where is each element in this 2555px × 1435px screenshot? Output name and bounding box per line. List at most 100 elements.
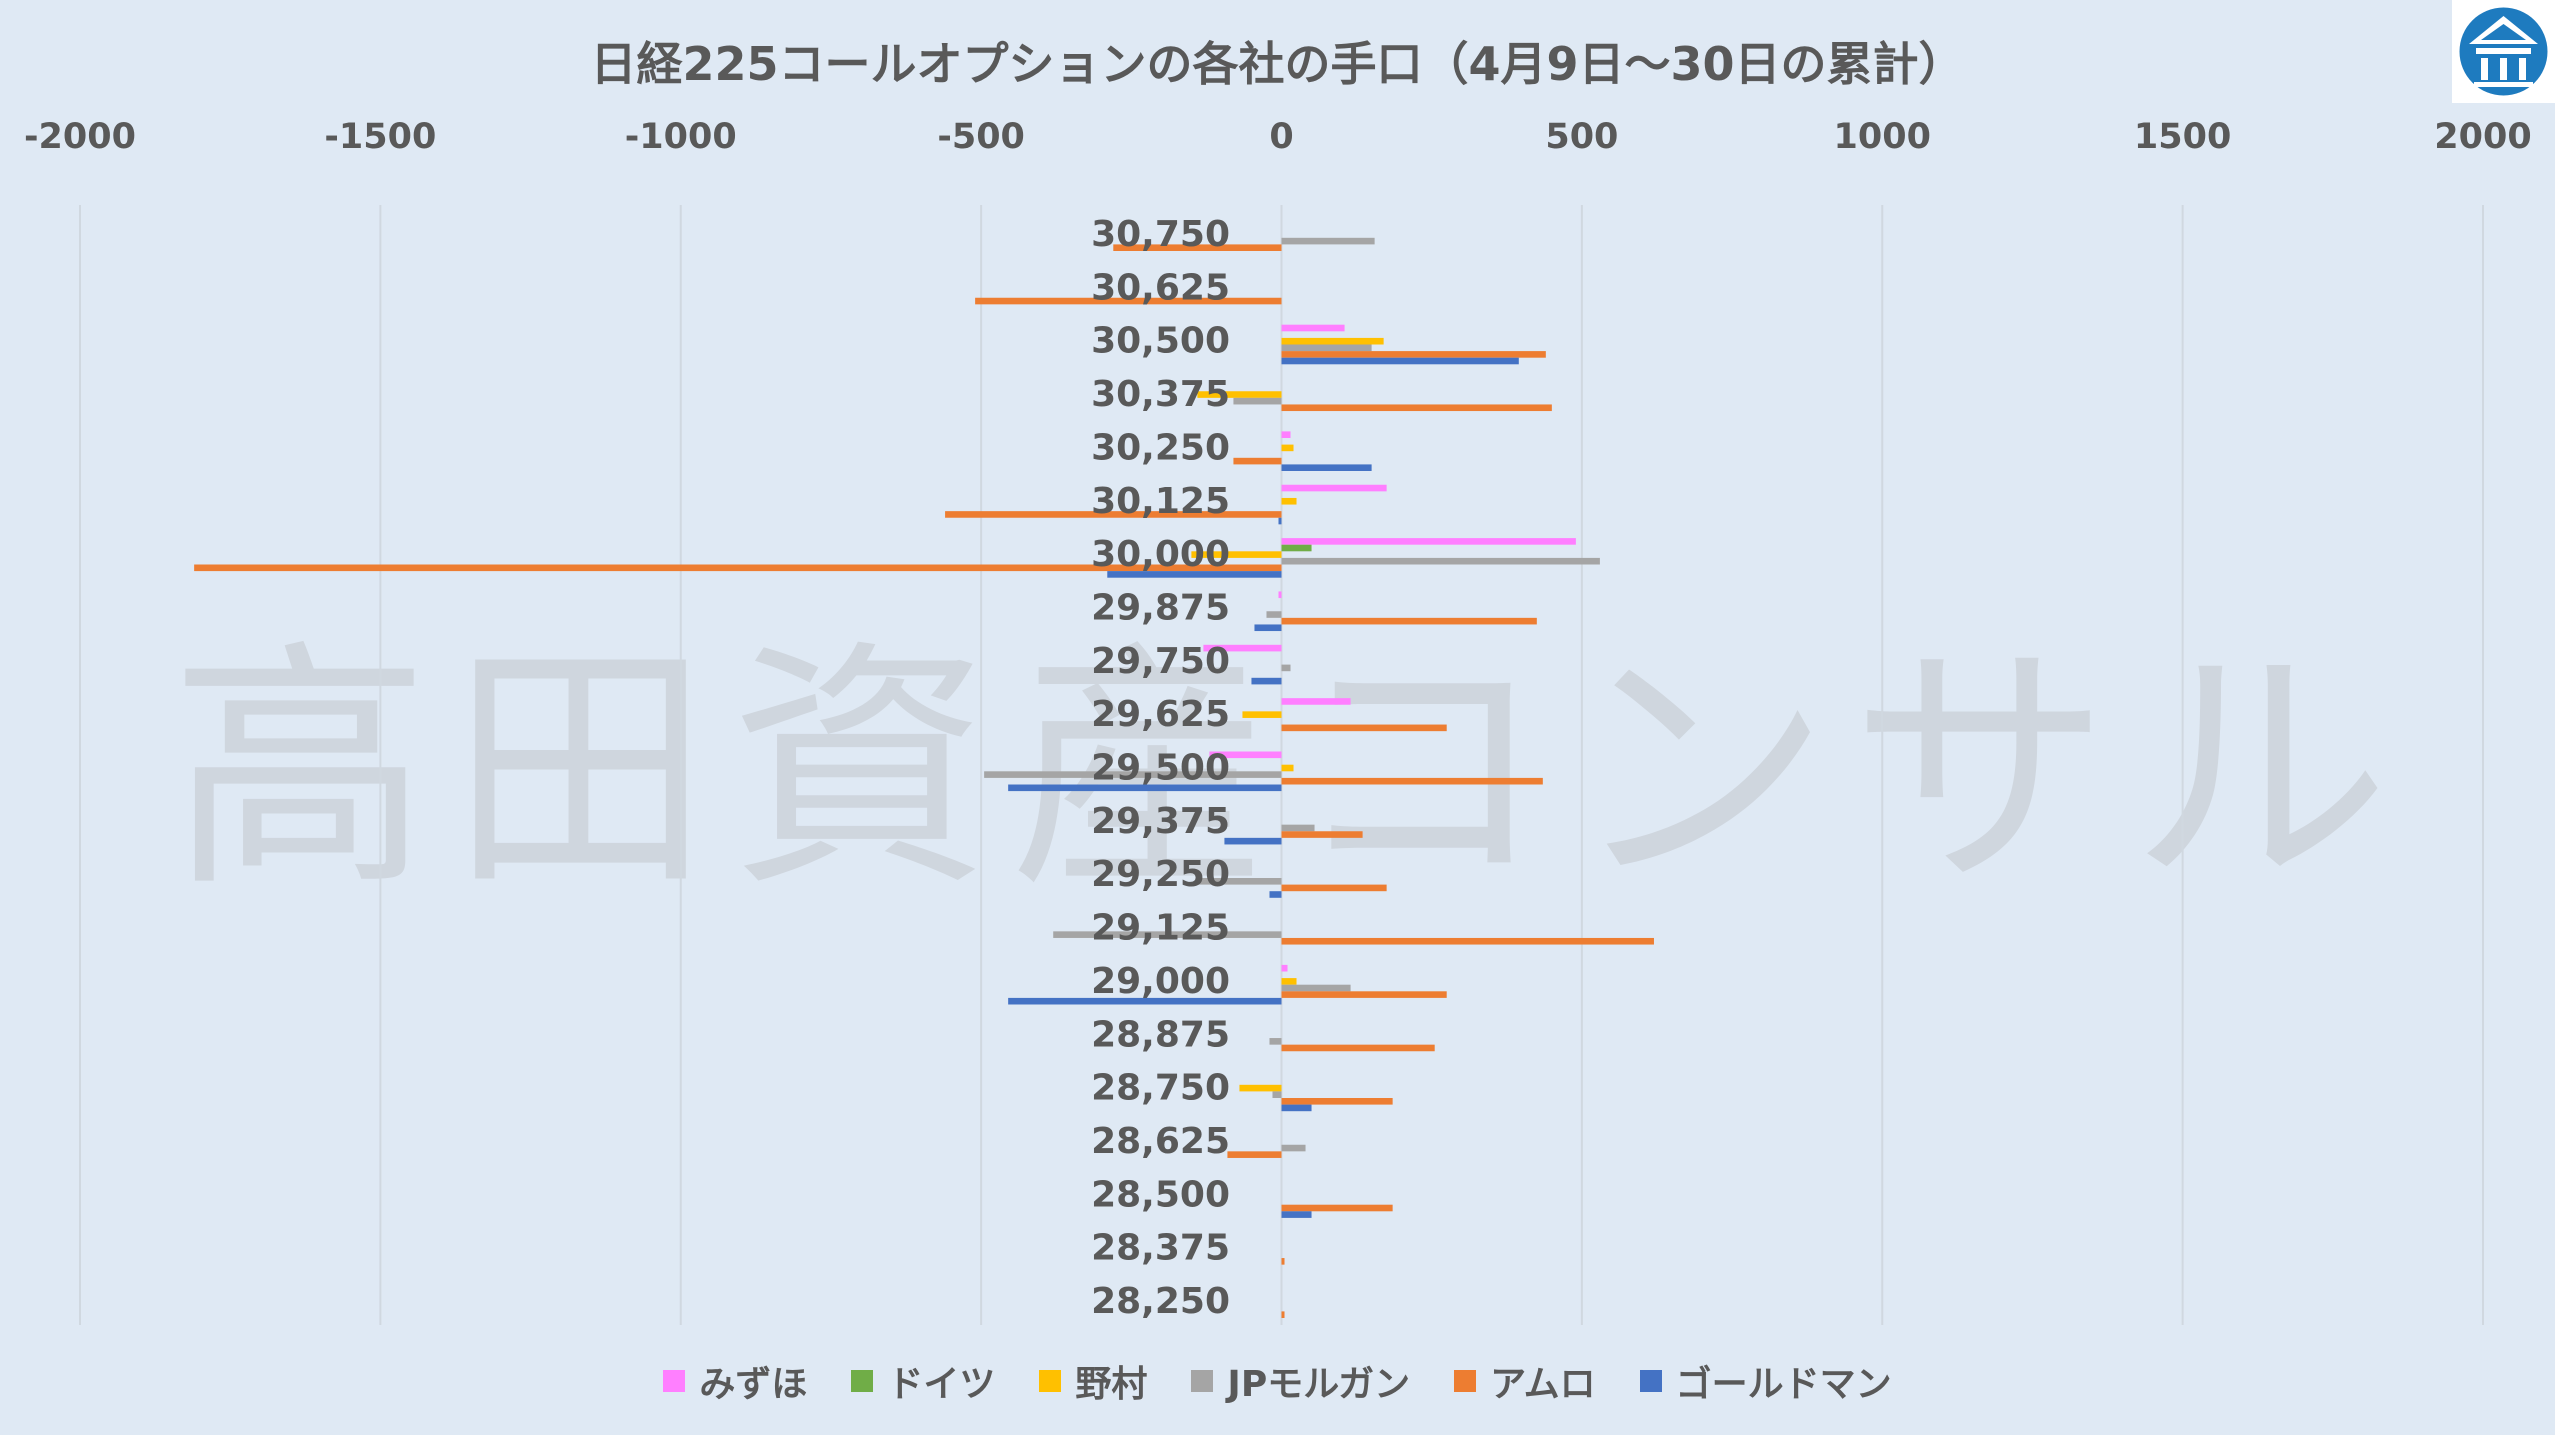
x-tick-label: -1500 — [324, 117, 436, 157]
legend-swatch — [1454, 1370, 1477, 1392]
bar-アムロ-29,125 — [1281, 937, 1654, 945]
bar-ゴールドマン-29,500 — [1008, 784, 1282, 792]
bar-アムロ-30,250 — [1233, 457, 1282, 465]
y-category-label: 30,375 — [1091, 374, 1230, 415]
bar-野村-30,500 — [1281, 337, 1384, 345]
bar-アムロ-28,250 — [1281, 1311, 1285, 1318]
y-category-label: 28,625 — [1091, 1121, 1230, 1162]
bar-アムロ-28,625 — [1227, 1151, 1282, 1158]
y-category-label: 28,875 — [1091, 1014, 1230, 1055]
legend-item: アムロ — [1454, 1355, 1596, 1407]
bar-JPモルガン-29,000 — [1281, 984, 1351, 992]
bar-JPモルガン-30,500 — [1281, 344, 1372, 352]
legend: みずほ ドイツ 野村 JPモルガン アムロ ゴールドマン — [0, 1355, 2555, 1407]
bar-野村-30,000 — [1191, 551, 1282, 558]
bar-みずほ-30,250 — [1281, 431, 1291, 438]
x-tick-label: -500 — [937, 117, 1025, 157]
x-tick-label: 500 — [1545, 117, 1618, 157]
legend-swatch — [1639, 1370, 1662, 1392]
bar-野村-29,625 — [1242, 711, 1282, 718]
y-category-label: 29,500 — [1091, 748, 1230, 789]
bar-アムロ-28,750 — [1281, 1098, 1393, 1105]
legend-label: 野村 — [1075, 1364, 1148, 1405]
bar-アムロ-29,250 — [1281, 884, 1387, 892]
legend-item: JPモルガン — [1191, 1355, 1410, 1407]
bar-アムロ-30,625 — [975, 297, 1282, 305]
bar-ゴールドマン-29,750 — [1251, 677, 1282, 685]
legend-swatch — [663, 1370, 686, 1392]
bar-ゴールドマン-29,000 — [1008, 997, 1282, 1005]
bar-JPモルガン-28,875 — [1269, 1038, 1282, 1045]
legend-item: みずほ — [663, 1355, 807, 1407]
bar-野村-30,375 — [1197, 391, 1282, 398]
bar-アムロ-29,875 — [1281, 617, 1537, 625]
bar-JPモルガン-29,875 — [1266, 611, 1282, 618]
legend-label: ドイツ — [887, 1364, 996, 1405]
legend-swatch — [1039, 1370, 1062, 1392]
bar-JPモルガン-28,625 — [1281, 1144, 1306, 1152]
legend-swatch — [851, 1370, 874, 1392]
bar-JPモルガン-29,125 — [1053, 931, 1282, 938]
x-tick-label: -1000 — [625, 117, 737, 157]
bar-みずほ-30,500 — [1281, 324, 1345, 332]
bar-アムロ-29,500 — [1281, 777, 1543, 785]
bar-JPモルガン-30,750 — [1281, 237, 1375, 245]
y-category-label: 29,125 — [1091, 908, 1230, 949]
bar-アムロ-29,000 — [1281, 991, 1447, 998]
y-category-label: 30,250 — [1091, 427, 1230, 468]
bar-アムロ-30,375 — [1281, 404, 1552, 412]
bar-JPモルガン-30,000 — [1281, 557, 1600, 565]
bar-アムロ-30,000 — [194, 564, 1282, 572]
takada-logo-icon — [2452, 0, 2555, 103]
bar-ゴールドマン-29,250 — [1269, 891, 1282, 898]
y-category-label: 30,125 — [1091, 481, 1230, 522]
bar-アムロ-29,375 — [1281, 831, 1363, 838]
bar-ゴールドマン-29,875 — [1254, 624, 1282, 632]
y-category-label: 29,750 — [1091, 641, 1230, 682]
x-tick-label: 1000 — [1834, 117, 1931, 157]
bar-アムロ-28,875 — [1281, 1044, 1435, 1052]
bar-ゴールドマン-29,375 — [1224, 837, 1282, 845]
bar-JPモルガン-29,750 — [1281, 664, 1291, 672]
y-category-label: 29,875 — [1091, 587, 1230, 628]
bar-JPモルガン-29,500 — [984, 771, 1282, 778]
y-category-label: 30,625 — [1091, 267, 1230, 308]
bar-ゴールドマン-30,125 — [1278, 517, 1282, 525]
legend-label: みずほ — [699, 1364, 808, 1405]
bar-みずほ-29,750 — [1203, 644, 1282, 652]
x-tick-label: 2000 — [2434, 117, 2531, 157]
bar-アムロ-30,500 — [1281, 351, 1546, 358]
bar-アムロ-30,750 — [1113, 244, 1282, 251]
bar-野村-29,000 — [1281, 978, 1297, 985]
bar-ゴールドマン-30,500 — [1281, 357, 1519, 365]
bar-ゴールドマン-30,250 — [1281, 464, 1372, 471]
bar-ゴールドマン-28,750 — [1281, 1104, 1312, 1112]
legend-item: ゴールドマン — [1639, 1355, 1892, 1407]
y-category-label: 30,750 — [1091, 214, 1230, 255]
y-category-label: 29,375 — [1091, 801, 1230, 842]
legend-label: アムロ — [1490, 1364, 1596, 1405]
x-tick-label: 1500 — [2134, 117, 2231, 157]
bar-野村-29,500 — [1281, 764, 1294, 772]
bar-JPモルガン-30,375 — [1233, 397, 1282, 405]
x-tick-label: -2000 — [24, 117, 136, 157]
bar-アムロ-28,500 — [1281, 1204, 1393, 1212]
bar-みずほ-29,625 — [1281, 698, 1351, 705]
bar-野村-28,750 — [1239, 1084, 1282, 1092]
y-category-label: 28,500 — [1091, 1174, 1230, 1215]
legend-item: 野村 — [1039, 1355, 1147, 1407]
y-category-label: 29,000 — [1091, 961, 1230, 1002]
chart-title: 日経225コールオプションの各社の手口（4月9日～30日の累計） — [590, 37, 1965, 91]
bar-ドイツ-30,000 — [1281, 544, 1312, 552]
bar-JPモルガン-28,750 — [1272, 1091, 1282, 1098]
legend-item: ドイツ — [851, 1355, 995, 1407]
bar-JPモルガン-29,375 — [1281, 824, 1315, 832]
legend-label: ゴールドマン — [1675, 1364, 1892, 1405]
y-category-label: 28,375 — [1091, 1228, 1230, 1269]
y-category-label: 30,000 — [1091, 534, 1230, 575]
bar-ゴールドマン-30,000 — [1107, 571, 1282, 578]
x-tick-label: 0 — [1269, 117, 1293, 157]
bar-野村-30,250 — [1281, 444, 1294, 452]
bar-アムロ-29,625 — [1281, 724, 1447, 732]
